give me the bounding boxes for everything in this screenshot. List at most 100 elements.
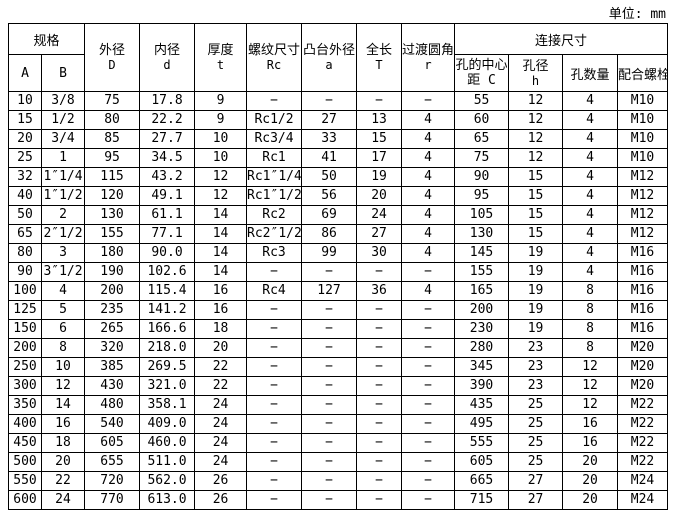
table-cell: M12: [617, 167, 669, 187]
header-hole-center-distance-line2: 距 C: [467, 73, 496, 88]
table-cell: 60: [454, 110, 510, 130]
table-row: 15 1/2 80 22.2 9 Rc1/2 27 13 4 60 12 4 M10: [8, 110, 669, 130]
table-cell: 4: [562, 186, 619, 206]
header-hole-center-distance: 孔的中心 距 C: [454, 54, 510, 92]
table-cell: −: [301, 433, 358, 453]
table-cell: 4: [562, 243, 619, 263]
table-cell: 24: [356, 205, 403, 225]
table-cell: 18: [40, 433, 86, 453]
table-cell: 25: [508, 452, 564, 472]
table-cell: 6: [40, 319, 86, 339]
table-cell: 20: [562, 452, 619, 472]
table-cell: 61.1: [139, 205, 196, 225]
table-cell: 9: [194, 91, 248, 111]
table-cell: −: [246, 357, 303, 377]
table-cell: 65: [8, 224, 42, 244]
table-cell: 155: [84, 224, 141, 244]
table-cell: 16: [194, 300, 248, 320]
table-cell: 155: [454, 262, 510, 282]
table-cell: 41: [301, 148, 358, 168]
table-cell: 100: [8, 281, 42, 301]
table-row: 250 10 385 269.5 22− − − −345 23 12 M20: [8, 357, 669, 377]
table-cell: 24: [194, 433, 248, 453]
table-cell: 25: [508, 414, 564, 434]
table-cell: 25: [508, 433, 564, 453]
header-hole-diameter: 孔径 h: [508, 54, 564, 92]
table-cell: 56: [301, 186, 358, 206]
table-cell: 8: [562, 338, 619, 358]
table-cell: −: [401, 262, 456, 282]
table-cell: 3″1/2: [40, 262, 86, 282]
table-cell: Rc1″1/2: [246, 186, 303, 206]
table-row: 400 16 540 409.0 24− − − −495 25 16 M22: [8, 414, 669, 434]
header-boss-outer-diameter: 凸台外径 a: [301, 23, 358, 92]
table-cell: −: [301, 300, 358, 320]
table-cell: −: [356, 395, 403, 415]
spec-table: 规格 外径 D 内径 d 厚度 t 螺纹尺寸 Rc 凸台外径 a: [7, 23, 669, 510]
table-cell: 145: [454, 243, 510, 263]
table-cell: 12: [562, 395, 619, 415]
table-cell: 20: [356, 186, 403, 206]
table-cell: 8: [562, 300, 619, 320]
table-cell: M20: [617, 338, 669, 358]
header-total-length: 全长 T: [356, 23, 403, 92]
table-cell: 120: [84, 186, 141, 206]
table-cell: 130: [84, 205, 141, 225]
table-cell: −: [301, 414, 358, 434]
table-cell: 4: [562, 110, 619, 130]
table-cell: 4: [401, 167, 456, 187]
table-cell: 218.0: [139, 338, 196, 358]
table-cell: 230: [454, 319, 510, 339]
table-cell: 14: [40, 395, 86, 415]
table-row: 90 3″1/2 190 102.6 14− − − −155 19 4 M16: [8, 262, 669, 282]
header-outer-diameter-label: 外径: [99, 43, 126, 58]
table-row: 40 1″1/2 120 49.1 12 Rc1″1/2 56 20 4 95 15 4 M12: [8, 186, 669, 206]
table-cell: 130: [454, 224, 510, 244]
table-cell: 385: [84, 357, 141, 377]
table-cell: 86: [301, 224, 358, 244]
table-cell: 12: [508, 148, 564, 168]
table-cell: 605: [84, 433, 141, 453]
table-cell: 3/4: [40, 129, 86, 149]
table-cell: 150: [8, 319, 42, 339]
table-cell: −: [401, 471, 456, 491]
table-cell: M12: [617, 224, 669, 244]
table-cell: 550: [8, 471, 42, 491]
table-cell: 12: [40, 376, 86, 396]
table-cell: 24: [194, 414, 248, 434]
table-cell: 17.8: [139, 91, 196, 111]
table-cell: 15: [356, 129, 403, 149]
table-cell: 27: [508, 471, 564, 491]
table-cell: 15: [508, 186, 564, 206]
table-cell: 77.1: [139, 224, 196, 244]
table-cell: −: [246, 262, 303, 282]
table-cell: −: [301, 452, 358, 472]
table-cell: −: [246, 433, 303, 453]
table-cell: M16: [617, 281, 669, 301]
table-cell: −: [301, 338, 358, 358]
table-cell: 115.4: [139, 281, 196, 301]
table-cell: 1″1/4: [40, 167, 86, 187]
table-cell: 22: [40, 471, 86, 491]
table-cell: −: [301, 91, 358, 111]
table-cell: 75: [454, 148, 510, 168]
table-cell: −: [246, 300, 303, 320]
table-cell: M16: [617, 243, 669, 263]
header-boss-outer-diameter-label: 凸台外径: [303, 43, 356, 58]
table-cell: 4: [401, 129, 456, 149]
table-cell: 400: [8, 414, 42, 434]
table-cell: 8: [40, 338, 86, 358]
table-cell: 19: [508, 281, 564, 301]
table-cell: M12: [617, 205, 669, 225]
table-cell: −: [356, 300, 403, 320]
table-cell: 90: [454, 167, 510, 187]
table-cell: 23: [508, 376, 564, 396]
table-cell: M22: [617, 414, 669, 434]
table-cell: 23: [508, 338, 564, 358]
header-thread-size: 螺纹尺寸 Rc: [246, 23, 303, 92]
table-cell: 95: [84, 148, 141, 168]
table-row: 65 2″1/2 155 77.1 14 Rc2″1/2 86 27 4 130 15 4 M12: [8, 224, 669, 244]
header-thread-size-symbol: Rc: [266, 58, 282, 72]
table-cell: 4: [401, 186, 456, 206]
table-cell: M22: [617, 452, 669, 472]
